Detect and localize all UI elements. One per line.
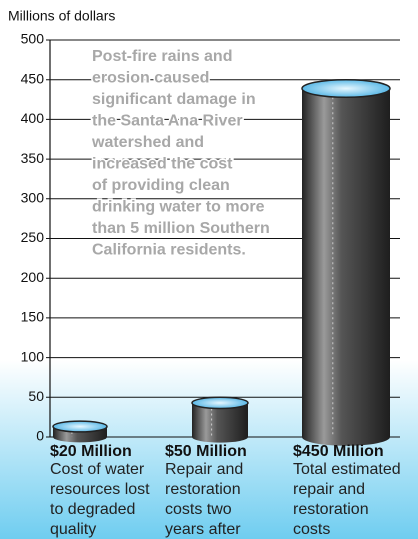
category-label: Cost of water resources lost to degraded… [50, 461, 150, 538]
y-tick-label: 150 [21, 309, 45, 325]
y-tick-label: 350 [21, 150, 45, 166]
annotation: California residents. [92, 242, 246, 259]
bar-top [191, 396, 249, 410]
y-tick-label: 400 [21, 110, 45, 126]
value-label: $50 Million [165, 443, 247, 460]
value-label: $450 Million [293, 443, 384, 460]
annotation: erosion caused [92, 70, 209, 87]
y-tick-label: 250 [21, 229, 45, 245]
y-tick-label: 100 [21, 348, 45, 364]
category-label: Repair and restoration costs two years a… [165, 461, 244, 538]
y-tick-label: 0 [36, 428, 44, 444]
annotation: Post-fire rains and [92, 48, 232, 65]
y-tick-label: 200 [21, 269, 45, 285]
bar-top [301, 78, 391, 99]
bar-top [52, 420, 108, 433]
annotation: watershed and [91, 134, 204, 151]
bar [192, 402, 249, 443]
category-label: Total estimated repair and restoration c… [293, 461, 401, 538]
value-label: $20 Million [50, 443, 132, 460]
bar [302, 88, 390, 446]
annotation: significant damage in [92, 91, 256, 108]
axis-label: Millions of dollars [8, 8, 115, 24]
annotation: of providing clean [92, 177, 230, 194]
annotation: the Santa Ana River [92, 113, 243, 130]
annotation: increased the cost [92, 156, 233, 173]
annotation: than 5 million Southern [92, 220, 270, 237]
y-tick-label: 500 [21, 31, 45, 47]
y-tick-label: 50 [28, 388, 44, 404]
y-tick-label: 450 [21, 70, 45, 86]
annotation: drinking water to more [92, 199, 265, 216]
y-tick-label: 300 [21, 190, 45, 206]
